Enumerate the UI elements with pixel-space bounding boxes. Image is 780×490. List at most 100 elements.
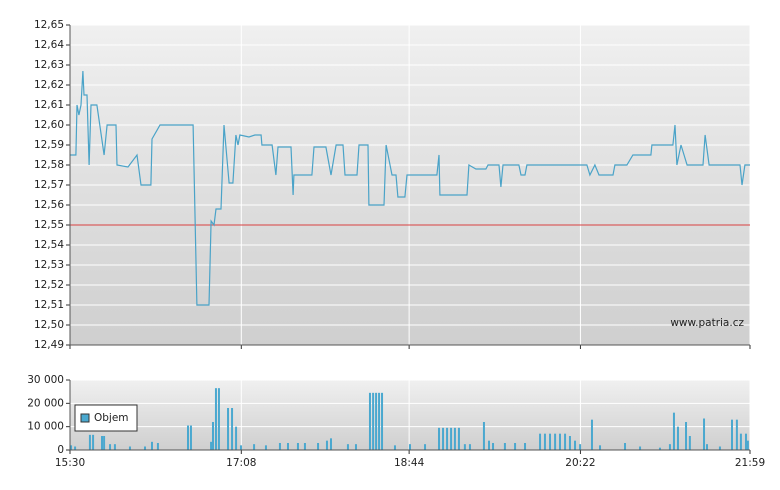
volume-bar <box>543 433 546 450</box>
y-tick-label: 12,63 <box>34 59 64 71</box>
volume-bar <box>446 427 449 450</box>
volume-bar <box>217 388 220 450</box>
x-tick-label: 17:08 <box>226 457 256 469</box>
volume-bar <box>100 436 103 450</box>
y-tick-label: 12,61 <box>34 99 64 111</box>
volume-bar <box>438 427 441 450</box>
volume-bar <box>186 425 189 450</box>
volume-bar <box>156 443 159 450</box>
x-tick-label: 18:44 <box>394 457 425 469</box>
volume-bar <box>70 445 73 450</box>
volume-bar <box>296 443 299 450</box>
volume-bar <box>109 444 112 450</box>
volume-plot-area <box>70 380 750 450</box>
volume-bar <box>189 425 192 450</box>
y-tick-label: 12,57 <box>34 179 64 191</box>
volume-bar <box>253 444 256 450</box>
volume-bar <box>210 441 213 450</box>
volume-bar <box>639 446 642 450</box>
y-tick-label: 12,62 <box>34 79 64 91</box>
y-tick-label: 12,49 <box>34 339 64 351</box>
legend-label: Objem <box>94 412 129 424</box>
volume-bar <box>346 444 349 450</box>
volume-bar <box>278 443 281 450</box>
volume-bar <box>744 433 747 450</box>
volume-bar <box>503 443 506 450</box>
volume-bar <box>424 444 427 450</box>
y-tick-label: 12,58 <box>34 159 64 171</box>
volume-bar <box>468 444 471 450</box>
volume-bar <box>676 426 679 450</box>
volume-bar <box>88 434 91 450</box>
volume-bar <box>685 422 688 450</box>
volume-bar <box>463 444 466 450</box>
volume-bar <box>303 443 306 450</box>
volume-bar <box>450 427 453 450</box>
volume-bar <box>703 418 706 450</box>
y-tick-label: 12,54 <box>34 239 64 251</box>
volume-bar <box>103 436 106 450</box>
y-tick-label: 30 000 <box>27 374 64 386</box>
y-tick-label: 12,55 <box>34 219 64 231</box>
volume-bar <box>372 392 375 450</box>
volume-bar <box>624 443 627 450</box>
volume-bar <box>579 444 582 450</box>
volume-bar <box>574 440 577 450</box>
volume-bar <box>488 440 491 450</box>
legend-swatch <box>80 413 90 423</box>
volume-bar <box>409 444 411 450</box>
volume-bar <box>554 433 557 450</box>
volume-bar <box>668 444 671 450</box>
volume-bar <box>457 427 460 450</box>
volume-bar <box>128 446 131 450</box>
volume-bar <box>524 443 527 450</box>
volume-bar <box>590 419 593 450</box>
volume-bar <box>730 419 733 450</box>
volume-bar <box>549 433 552 450</box>
volume-bar <box>539 433 542 450</box>
x-tick-label: 20:22 <box>565 457 595 469</box>
volume-bar <box>705 444 708 450</box>
y-tick-label: 12,50 <box>34 319 64 331</box>
volume-bar <box>381 392 384 450</box>
volume-bar <box>564 433 567 450</box>
volume-bar <box>688 436 691 450</box>
y-tick-label: 12,65 <box>34 19 64 31</box>
volume-bar <box>329 438 332 450</box>
x-tick-label: 15:30 <box>55 457 85 469</box>
x-tick-label: 21:59 <box>735 457 765 469</box>
volume-bar <box>568 436 571 450</box>
volume-bar <box>211 422 214 450</box>
volume-bar <box>393 445 396 450</box>
y-tick-label: 12,60 <box>34 119 64 131</box>
volume-bar <box>492 443 495 450</box>
volume-bar <box>113 444 116 450</box>
volume-bar <box>74 446 77 450</box>
watermark: www.patria.cz <box>670 317 744 329</box>
volume-bar <box>264 445 267 450</box>
volume-bar <box>672 412 675 450</box>
volume-bar <box>286 443 289 450</box>
volume-bar <box>239 445 242 450</box>
volume-bar <box>92 434 95 450</box>
y-tick-label: 12,52 <box>34 279 64 291</box>
volume-bar <box>368 392 371 450</box>
volume-bar <box>325 440 328 450</box>
volume-bar <box>375 392 378 450</box>
volume-bar <box>317 443 320 450</box>
y-tick-label: 12,56 <box>34 199 64 211</box>
volume-bar <box>150 441 153 450</box>
volume-bar <box>739 433 742 450</box>
y-tick-label: 12,53 <box>34 259 64 271</box>
volume-bar <box>214 388 217 450</box>
volume-bar <box>735 419 738 450</box>
volume-bar <box>231 408 234 450</box>
volume-bar <box>227 408 230 450</box>
y-tick-label: 12,59 <box>34 139 64 151</box>
volume-bar <box>718 446 721 450</box>
y-tick-label: 20 000 <box>27 397 64 409</box>
volume-bar <box>658 447 661 450</box>
volume-bar <box>442 427 445 450</box>
